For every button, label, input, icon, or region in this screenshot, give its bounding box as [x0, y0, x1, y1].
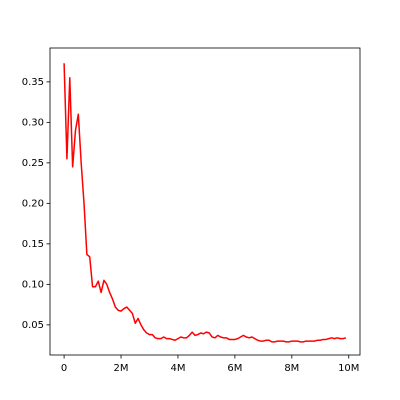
y-tick-label: 0.35: [22, 77, 44, 88]
x-tick-label: 4M: [170, 363, 185, 374]
data-line: [63, 63, 347, 343]
y-tick-label: 0.15: [22, 239, 44, 250]
y-tick-label: 0.30: [22, 117, 44, 128]
x-tick-label: 2M: [114, 363, 129, 374]
y-tick-label: 0.20: [22, 198, 44, 209]
x-tick-label: 0: [61, 363, 67, 374]
x-tick-label: 10M: [338, 363, 359, 374]
y-tick-label: 0.25: [22, 158, 44, 169]
x-tick-label: 8M: [284, 363, 299, 374]
y-tick-label: 0.05: [22, 320, 44, 331]
axes-frame: [49, 47, 361, 356]
x-tick-label: 6M: [227, 363, 242, 374]
y-tick-label: 0.10: [22, 279, 44, 290]
